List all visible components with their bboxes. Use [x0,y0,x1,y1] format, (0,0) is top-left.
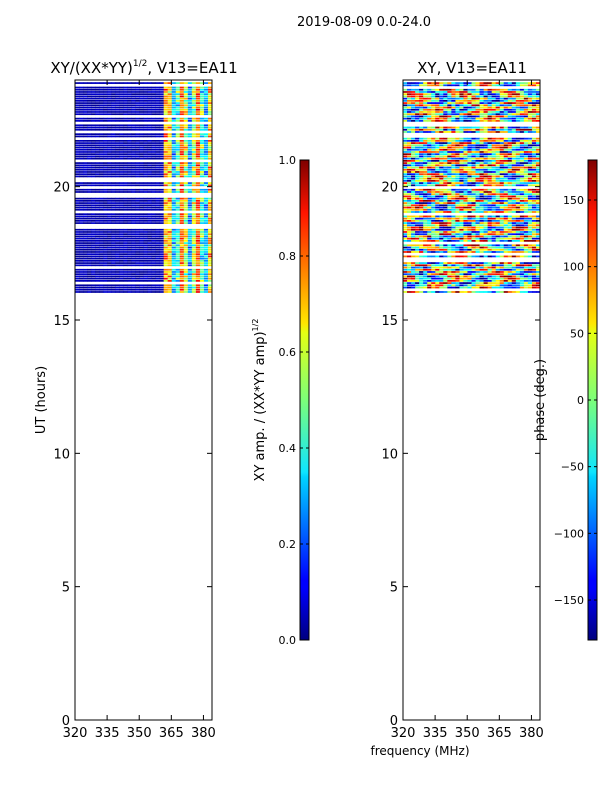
colorbar-tick-label: 0.6 [279,346,297,359]
phase-heatmap [403,82,540,293]
colorbar-tick-label: 50 [570,327,584,340]
amplitude-colorbar: 0.0 0.2 0.4 0.6 0.8 1.0 XY amp. / (XX*YY amp)… [251,154,310,647]
y-tick-label: 0 [62,714,70,729]
x-tick-label: 380 [519,726,544,741]
heatmap-cells [403,82,540,293]
phase-colorbar-label: phase (deg.) [533,359,548,441]
y-tick-label: 0 [390,714,398,729]
y-tick-label: 10 [381,447,398,462]
colorbar-tick-label: 0.0 [279,634,297,647]
y-tick-label: 5 [390,581,398,596]
colorbar-tick-label: −50 [561,461,584,474]
amplitude-panel: XY/(XX*YY)1/2, V13=EA11 320 335 350 365 380 0… [34,59,238,741]
amplitude-plot-frame [74,79,213,721]
phase-panel-title: XY, V13=EA11 [417,59,527,77]
y-tick-label: 15 [53,314,70,329]
x-tick-label: 380 [191,726,216,741]
colorbar-tick-label: 150 [563,194,584,207]
y-tick-label: 20 [53,181,70,196]
phase-colorbar-ticks: 150 100 50 0 −50 −100 −150 [554,194,597,607]
amplitude-colorbar-label: XY amp. / (XX*YY amp)1/2 [251,319,268,482]
phase-panel: XY, V13=EA11 320 335 350 365 380 0 5 10 15 20 [381,59,543,741]
x-tick-label: 320 [63,726,88,741]
x-tick-label: 350 [455,726,480,741]
colorbar-tick-label: −100 [554,527,584,540]
colorbar-tick-label: 100 [563,261,584,274]
heatmap-cells [75,82,212,293]
amplitude-colorbar-ticks: 0.0 0.2 0.4 0.6 0.8 1.0 [279,154,309,647]
amplitude-heatmap [75,82,212,293]
x-tick-label: 335 [423,726,448,741]
shared-x-axis-label: frequency (MHz) [370,744,469,758]
phase-axes: 320 335 350 365 380 0 5 10 15 20 [381,80,544,741]
x-tick-label: 350 [127,726,152,741]
y-tick-label: 15 [381,314,398,329]
amplitude-panel-title: XY/(XX*YY)1/2, V13=EA11 [50,59,237,77]
colorbar-tick-label: 0.8 [279,250,297,263]
amplitude-axes: 320 335 350 365 380 0 5 10 15 20 [53,80,216,741]
y-tick-label: 5 [62,581,70,596]
colorbar-tick-label: 0 [577,394,584,407]
colorbar-tick-label: 1.0 [279,154,297,167]
colorbar-tick-label: 0.2 [279,538,297,551]
phase-colorbar: 150 100 50 0 −50 −100 −150 phase (deg.) [533,159,598,641]
x-tick-label: 365 [159,726,184,741]
phase-plot-frame [402,79,541,721]
amplitude-y-axis-label: UT (hours) [34,366,49,434]
amplitude-colorbar-gradient [299,159,310,641]
x-tick-label: 365 [487,726,512,741]
x-tick-label: 335 [95,726,120,741]
colorbar-tick-label: −150 [554,594,584,607]
y-tick-label: 10 [53,447,70,462]
y-tick-label: 20 [381,181,398,196]
colorbar-tick-label: 0.4 [279,442,297,455]
figure-suptitle: 2019-08-09 0.0-24.0 [297,15,431,30]
x-tick-label: 320 [391,726,416,741]
